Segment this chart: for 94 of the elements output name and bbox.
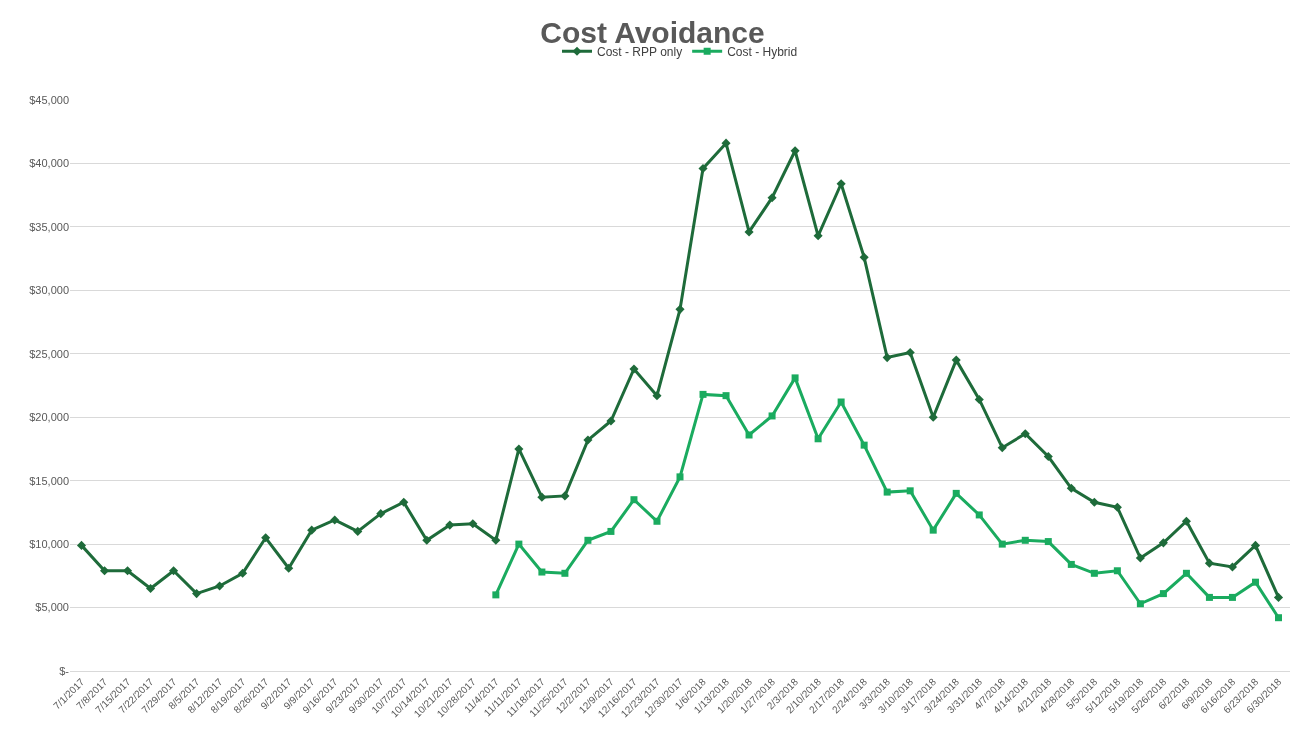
point (1204, 558, 1214, 568)
point (767, 193, 777, 203)
point (1044, 538, 1052, 546)
y-tick-label: $10,000 (29, 537, 69, 550)
point (653, 517, 661, 525)
y-tick-label: $45,000 (29, 93, 69, 106)
point (607, 527, 615, 535)
point (629, 364, 639, 374)
point (330, 515, 340, 525)
y-tick-label: $30,000 (29, 284, 69, 297)
point (768, 412, 776, 420)
point (146, 583, 156, 594)
y-tick-label: $- (59, 664, 70, 677)
point (975, 511, 983, 519)
point (1227, 562, 1237, 572)
point (307, 525, 317, 535)
point (1021, 536, 1029, 544)
point (814, 435, 822, 443)
point (998, 540, 1006, 548)
point (583, 435, 593, 445)
point (1274, 614, 1282, 622)
point (951, 355, 961, 365)
point (1251, 578, 1259, 586)
point (837, 398, 845, 406)
point (905, 347, 915, 358)
point (974, 394, 984, 405)
point (538, 568, 546, 576)
point (238, 568, 248, 578)
y-tick-label: $25,000 (29, 347, 69, 360)
point (1228, 593, 1236, 601)
point (1182, 569, 1190, 577)
y-tick-label: $40,000 (29, 157, 69, 170)
point (192, 589, 202, 599)
point (1113, 567, 1121, 575)
point (584, 536, 592, 544)
point (1066, 483, 1076, 493)
point (906, 487, 914, 495)
point (399, 497, 409, 507)
point (1089, 497, 1099, 507)
point (860, 441, 868, 449)
point (652, 391, 662, 401)
point (699, 390, 707, 398)
point (721, 138, 731, 148)
point (1250, 540, 1261, 550)
point (1135, 553, 1145, 563)
legend-label: Cost - Hybrid (727, 44, 798, 59)
point (1158, 538, 1168, 548)
point (676, 473, 684, 481)
point (561, 569, 569, 577)
point (952, 489, 960, 497)
point (1020, 429, 1030, 439)
point (630, 496, 638, 504)
point (929, 526, 937, 534)
point (1205, 593, 1213, 601)
point (560, 491, 570, 501)
point (997, 443, 1007, 453)
point (169, 566, 179, 576)
point (1181, 516, 1191, 526)
point (1067, 560, 1075, 568)
point (376, 509, 386, 519)
point (491, 535, 501, 545)
point (1159, 590, 1167, 598)
point (883, 488, 891, 496)
point (744, 227, 754, 237)
point (745, 431, 753, 439)
point (1090, 569, 1098, 577)
point (1112, 502, 1122, 512)
point (698, 163, 708, 174)
point (537, 492, 547, 502)
point (468, 519, 478, 529)
point (492, 591, 500, 599)
point (859, 252, 869, 262)
point (1043, 452, 1053, 462)
point (515, 540, 523, 548)
y-tick-label: $35,000 (29, 220, 69, 233)
point (76, 540, 87, 550)
point (722, 392, 730, 400)
y-tick-label: $15,000 (29, 474, 69, 487)
point (422, 535, 432, 545)
y-tick-label: $5,000 (35, 601, 69, 614)
point (445, 520, 455, 530)
point (791, 374, 799, 382)
point (215, 581, 225, 591)
point (606, 416, 616, 426)
point (1273, 592, 1284, 602)
point (353, 526, 363, 536)
y-tick-label: $20,000 (29, 411, 69, 424)
point (928, 412, 938, 422)
point (123, 566, 133, 576)
point (261, 533, 271, 543)
point (675, 304, 685, 314)
point (1136, 600, 1144, 608)
point (284, 563, 294, 573)
point (882, 353, 892, 363)
